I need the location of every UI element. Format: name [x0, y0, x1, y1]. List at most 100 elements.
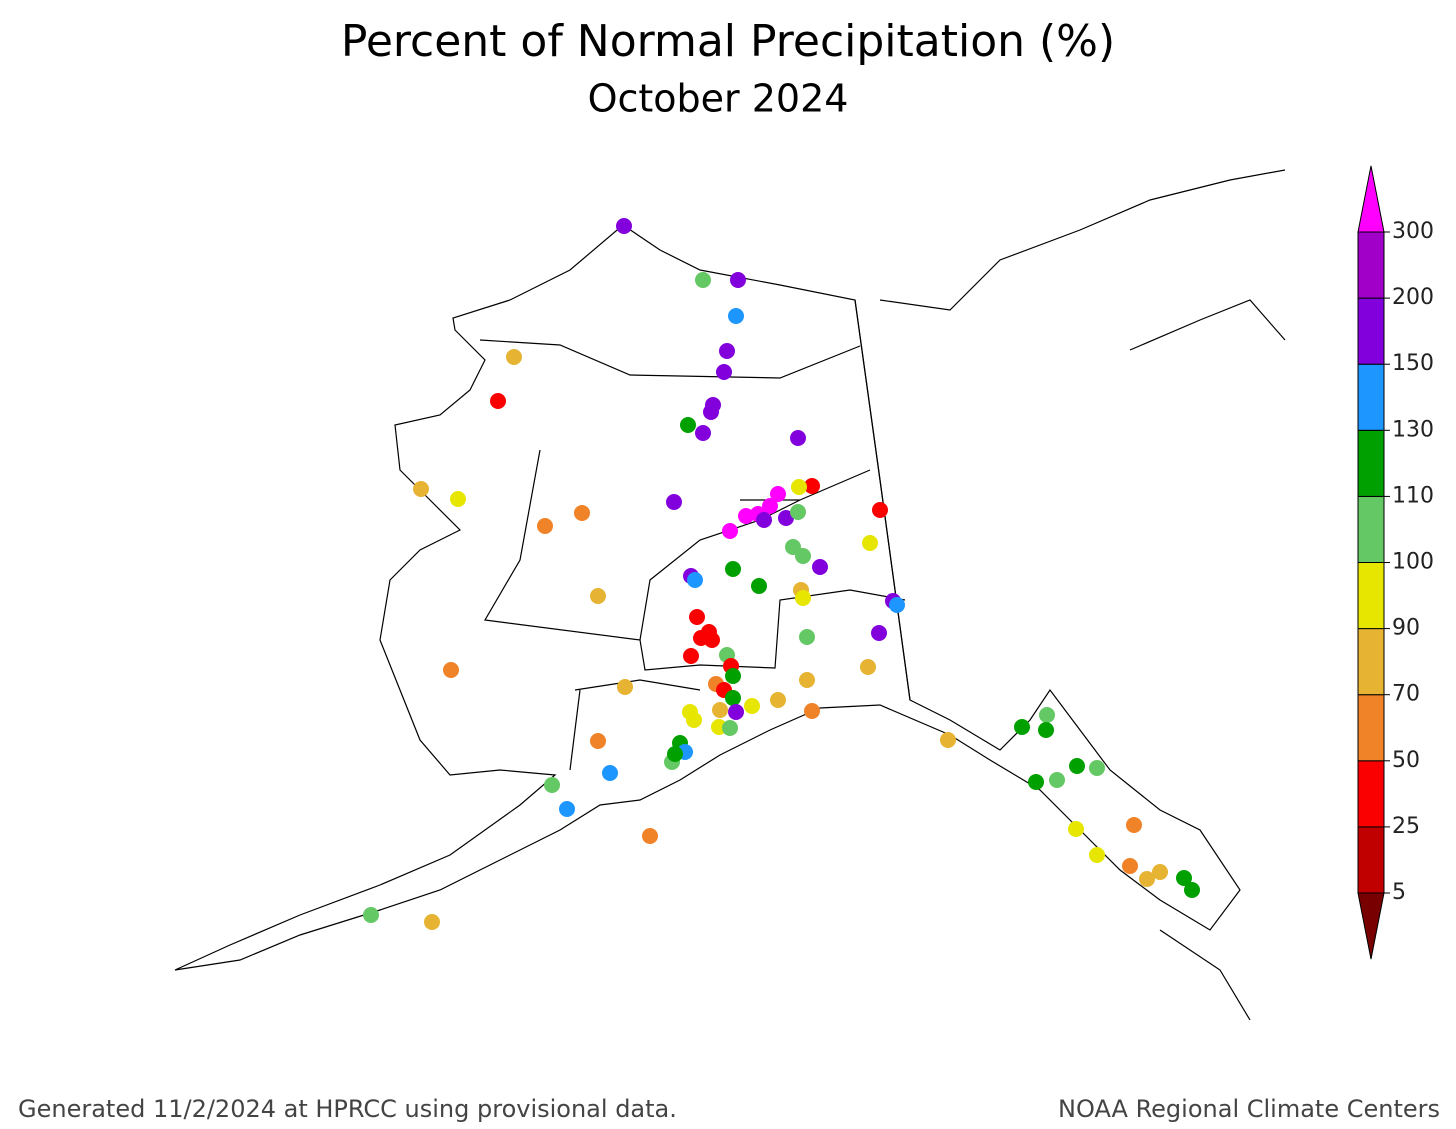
colorbar-label: 70 [1392, 682, 1420, 707]
station-dot [686, 712, 702, 728]
station-dot [1139, 871, 1155, 887]
station-dot [590, 733, 606, 749]
station-dot [762, 498, 778, 514]
station-dot [1038, 722, 1054, 738]
station-dot [722, 720, 738, 736]
station-dot [799, 672, 815, 688]
colorbar-segment [1357, 760, 1385, 828]
station-dot [616, 218, 632, 234]
station-dot [424, 914, 440, 930]
station-dot [725, 561, 741, 577]
station-dot [642, 828, 658, 844]
station-dot [680, 417, 696, 433]
map-subtitle: October 2024 [588, 77, 849, 121]
colorbar-label: 25 [1392, 814, 1420, 839]
station-dot [1089, 847, 1105, 863]
station-dot [790, 430, 806, 446]
station-dot [1049, 772, 1065, 788]
station-dot [1152, 864, 1168, 880]
station-dot [790, 504, 806, 520]
colorbar-segment [1357, 826, 1385, 894]
station-dot [413, 481, 429, 497]
colorbar-label: 110 [1392, 483, 1434, 508]
station-dot [722, 523, 738, 539]
station-dot [712, 702, 728, 718]
stations [363, 218, 1200, 930]
station-dot [667, 746, 683, 762]
station-dot [363, 907, 379, 923]
station-dot [544, 777, 560, 793]
station-dot [1068, 821, 1084, 837]
station-dot [791, 479, 807, 495]
station-dot [778, 510, 794, 526]
station-dot [1126, 817, 1142, 833]
station-dot [490, 393, 506, 409]
border-line [854, 299, 911, 701]
colorbar-segment [1357, 694, 1385, 762]
colorbar-label: 5 [1392, 880, 1406, 905]
station-dot [751, 578, 767, 594]
footer-right: NOAA Regional Climate Centers [1058, 1095, 1440, 1123]
station-dot [728, 308, 744, 324]
colorbar-label: 90 [1392, 616, 1420, 641]
station-dot [744, 698, 760, 714]
footer-left: Generated 11/2/2024 at HPRCC using provi… [18, 1095, 677, 1123]
station-dot [725, 668, 741, 684]
colorbar-label: 50 [1392, 748, 1420, 773]
station-dot [804, 703, 820, 719]
station-dot [450, 491, 466, 507]
station-dot [730, 272, 746, 288]
station-dot [1014, 719, 1030, 735]
station-dot [799, 629, 815, 645]
colorbar-segment [1357, 495, 1385, 563]
station-dot [728, 704, 744, 720]
alaska-outline [174, 224, 1241, 971]
station-dot [872, 502, 888, 518]
station-dot [940, 732, 956, 748]
station-dot [689, 609, 705, 625]
station-dot [695, 272, 711, 288]
station-dot [703, 404, 719, 420]
colorbar-segment [1357, 363, 1385, 431]
station-dot [1028, 774, 1044, 790]
station-dot [695, 425, 711, 441]
station-dot [574, 505, 590, 521]
station-dot [862, 535, 878, 551]
station-dot [506, 349, 522, 365]
station-dot [804, 478, 820, 494]
station-dot [704, 632, 720, 648]
station-dot [889, 597, 905, 613]
station-dot [812, 559, 828, 575]
colorbar: 5 25 50 70 90 100 110 130 150 200 300 [1357, 165, 1434, 960]
colorbar-label: 300 [1392, 219, 1434, 244]
map-outline [174, 169, 1286, 1021]
colorbar-label: 130 [1392, 417, 1434, 442]
station-dot [683, 648, 699, 664]
station-dot [666, 494, 682, 510]
station-dot [795, 548, 811, 564]
colorbar-triangle [1357, 165, 1385, 233]
colorbar-segment [1357, 628, 1385, 696]
station-dot [871, 625, 887, 641]
station-dot [860, 659, 876, 675]
station-dot [770, 692, 786, 708]
station-dot [716, 364, 732, 380]
station-dot [687, 572, 703, 588]
station-dot [756, 512, 772, 528]
station-dot [1069, 758, 1085, 774]
colorbar-segment [1357, 429, 1385, 497]
station-dot [1176, 870, 1192, 886]
colorbar-label: 150 [1392, 351, 1434, 376]
colorbar-segment [1357, 562, 1385, 630]
station-dot [559, 801, 575, 817]
station-dot [1039, 707, 1055, 723]
station-dot [1184, 882, 1200, 898]
station-dot [443, 662, 459, 678]
station-dot [1089, 760, 1105, 776]
station-dot [537, 518, 553, 534]
colorbar-label: 200 [1392, 285, 1434, 310]
station-dot [1122, 858, 1138, 874]
station-dot [590, 588, 606, 604]
